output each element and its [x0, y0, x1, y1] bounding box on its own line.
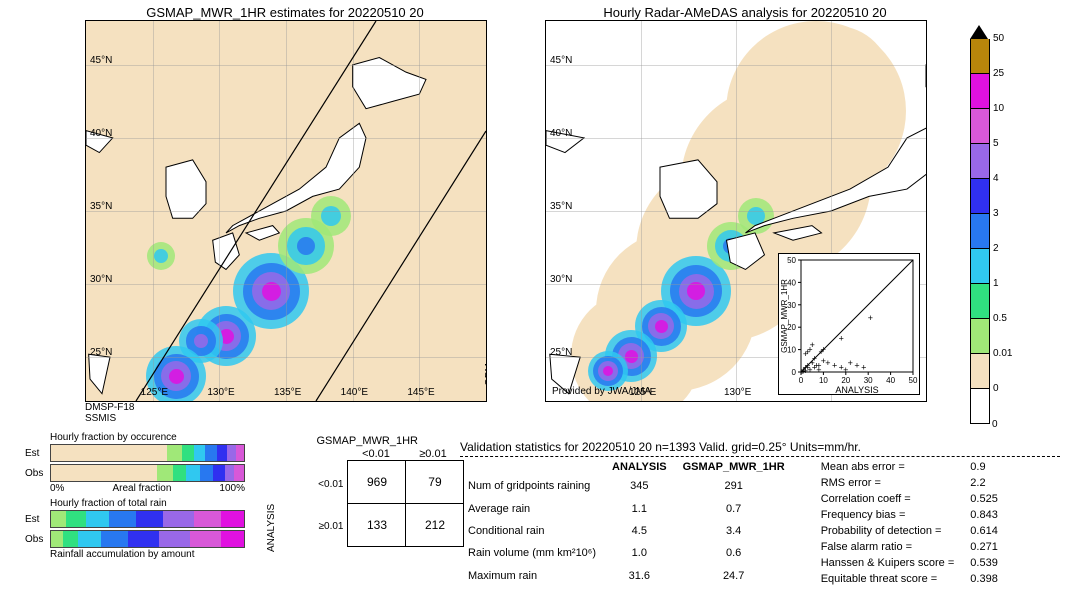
hf-axis-right: 100% [219, 483, 245, 494]
val-divider [460, 456, 1060, 457]
svg-text:+: + [819, 347, 824, 357]
svg-text:30: 30 [864, 376, 873, 385]
ct-row-axis: ANALYSIS [266, 503, 277, 551]
ct-title: GSMAP_MWR_1HR [270, 435, 464, 447]
val-metrics: Mean abs error =0.9RMS error =2.2Correla… [813, 459, 1006, 587]
svg-text:50: 50 [787, 256, 796, 265]
svg-text:+: + [848, 358, 853, 368]
colorbar: 502510543210.50.0100 [970, 25, 990, 405]
hf-occ-chart: EstObs [25, 443, 245, 483]
hf-occ-title: Hourly fraction by occurence [50, 432, 245, 443]
left-map: 25°N30°N35°N40°N45°N125°E130°E135°E140°E… [85, 20, 487, 402]
svg-text:40: 40 [886, 376, 895, 385]
svg-text:+: + [810, 340, 815, 350]
hf-tot-chart: EstObs [25, 509, 245, 549]
ct-col-labels: <0.01≥0.01 [347, 448, 464, 460]
svg-text:+: + [868, 313, 873, 323]
hf-footer: Rainfall accumulation by amount [50, 549, 245, 560]
svg-text:0: 0 [799, 376, 804, 385]
hf-axis-left: 0% [50, 483, 64, 494]
svg-text:+: + [812, 354, 817, 364]
ct-row-labels: <0.01≥0.01 [318, 463, 343, 547]
right-map: 25°N30°N35°N40°N45°N125°E130°E135°EProvi… [545, 20, 927, 402]
val-header: Validation statistics for 20220510 20 n=… [460, 440, 1060, 454]
val-table: ANALYSISGSMAP_MWR_1HR Num of gridpoints … [460, 459, 793, 587]
svg-text:50: 50 [909, 376, 918, 385]
svg-text:+: + [832, 360, 837, 370]
contingency-table: 96979133212 [347, 460, 464, 547]
left-sensors: DMSP-F18 SSMIS [85, 402, 500, 424]
svg-text:+: + [839, 333, 844, 343]
svg-text:+: + [825, 358, 830, 368]
hf-tot-title: Hourly fraction of total rain [50, 498, 245, 509]
provider-label: Provided by JWA/JMA [552, 386, 651, 397]
svg-text:GSMAP_MWR_1HR: GSMAP_MWR_1HR [780, 279, 789, 353]
hf-axis-mid: Areal fraction [112, 483, 171, 494]
svg-text:0: 0 [792, 368, 797, 377]
svg-text:ANALYSIS: ANALYSIS [835, 385, 878, 394]
inset-scatter: 0010102020303040405050++++++++++++++++++… [778, 253, 920, 395]
svg-text:20: 20 [841, 376, 850, 385]
svg-text:+: + [805, 360, 810, 370]
svg-text:10: 10 [819, 376, 828, 385]
svg-text:+: + [854, 360, 859, 370]
svg-text:+: + [861, 363, 866, 373]
right-map-title: Hourly Radar-AMeDAS analysis for 2022051… [545, 5, 945, 20]
left-map-title: GSMAP_MWR_1HR estimates for 20220510 20 [70, 5, 500, 20]
